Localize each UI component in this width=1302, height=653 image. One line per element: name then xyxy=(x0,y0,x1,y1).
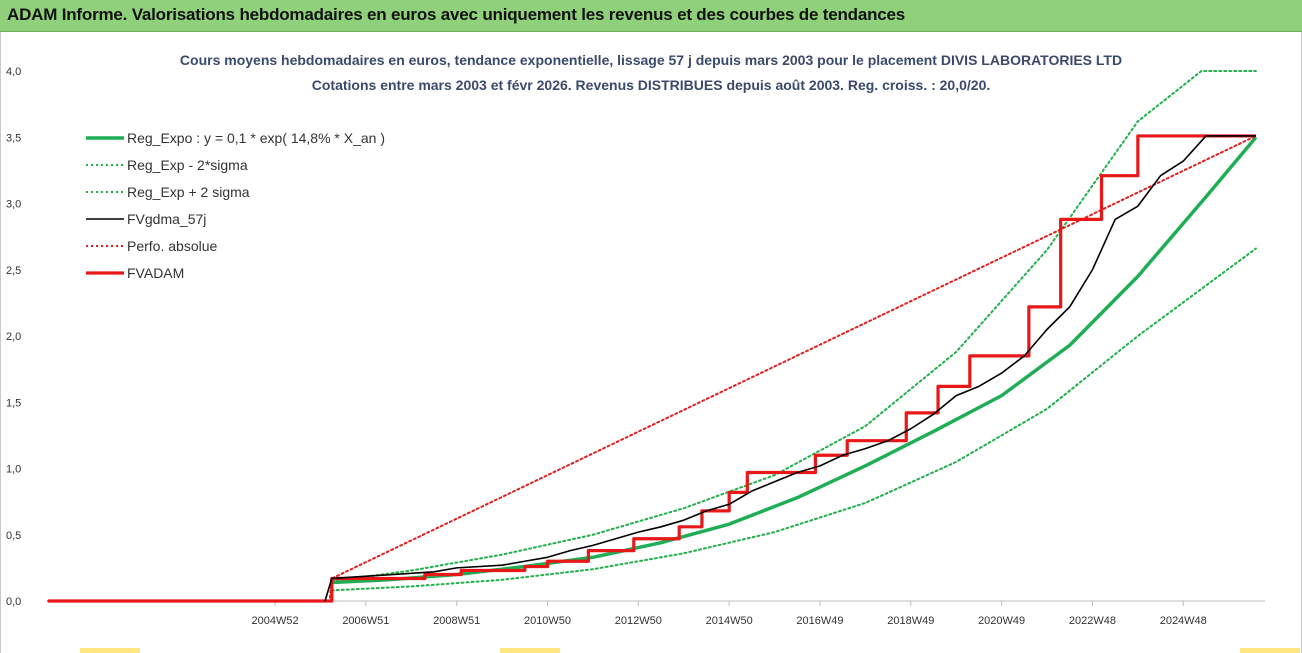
series-line-0 xyxy=(331,136,1258,585)
y-tick-label: 4,0 xyxy=(6,66,21,78)
x-tick-label: 2006W51 xyxy=(342,615,389,627)
chart-title-line2: Cotations entre mars 2003 et févr 2026. … xyxy=(311,77,991,93)
chart-series xyxy=(47,70,1258,603)
chart-axes: 0,0 0,5 1,0 1,5 2,0 2,5 3,0 3,5 4,0 2004W52 2006W5… xyxy=(6,66,1265,627)
series-line-1 xyxy=(330,247,1257,592)
x-tick-label: 2022W48 xyxy=(1069,615,1116,627)
x-tick-label: 2024W48 xyxy=(1160,615,1207,627)
y-tick-label: 2,5 xyxy=(6,265,21,277)
x-tick-label: 2008W51 xyxy=(433,615,480,627)
series-line-2 xyxy=(330,70,1257,583)
y-tick-label: 0,0 xyxy=(6,596,21,608)
bottom-accent-right xyxy=(1240,648,1300,653)
bottom-accent-mid xyxy=(500,648,560,653)
chart-legend: Reg_Expo : y = 0,1 * exp( 14,8% * X_an )… xyxy=(86,130,385,281)
report-title: ADAM Informe. Valorisations hebdomadaire… xyxy=(7,5,906,24)
y-tick-label: 3,5 xyxy=(6,132,21,144)
series-line-3 xyxy=(324,135,1256,602)
bottom-accent-left xyxy=(80,648,140,653)
x-tick-label: 2004W52 xyxy=(252,615,299,627)
report-banner: ADAM Informe. Valorisations hebdomadaire… xyxy=(0,0,1302,32)
x-tick-label: 2012W50 xyxy=(615,615,662,627)
legend-entry: Reg_Exp - 2*sigma xyxy=(127,157,248,173)
legend-entry: Perfo. absolue xyxy=(127,238,217,254)
y-tick-label: 1,0 xyxy=(6,464,21,476)
y-tick-label: 0,5 xyxy=(6,530,21,542)
y-tick-label: 1,5 xyxy=(6,397,21,409)
chart-title-line1: Cours moyens hebdomadaires en euros, ten… xyxy=(179,52,1123,68)
y-tick-label: 2,0 xyxy=(6,331,21,343)
legend-entry: FVADAM xyxy=(127,265,184,281)
series-line-5 xyxy=(48,134,1256,603)
x-tick-label: 2018W49 xyxy=(887,615,934,627)
legend-entry: Reg_Expo : y = 0,1 * exp( 14,8% * X_an ) xyxy=(127,130,385,146)
series-line-4 xyxy=(47,134,1257,602)
legend-entry: Reg_Exp + 2 sigma xyxy=(127,184,250,200)
x-tick-label: 2020W49 xyxy=(978,615,1025,627)
x-tick-label: 2016W49 xyxy=(796,615,843,627)
x-tick-label: 2010W50 xyxy=(524,615,571,627)
legend-entry: FVgdma_57j xyxy=(127,211,206,227)
x-tick-label: 2014W50 xyxy=(706,615,753,627)
y-tick-label: 3,0 xyxy=(6,199,21,211)
